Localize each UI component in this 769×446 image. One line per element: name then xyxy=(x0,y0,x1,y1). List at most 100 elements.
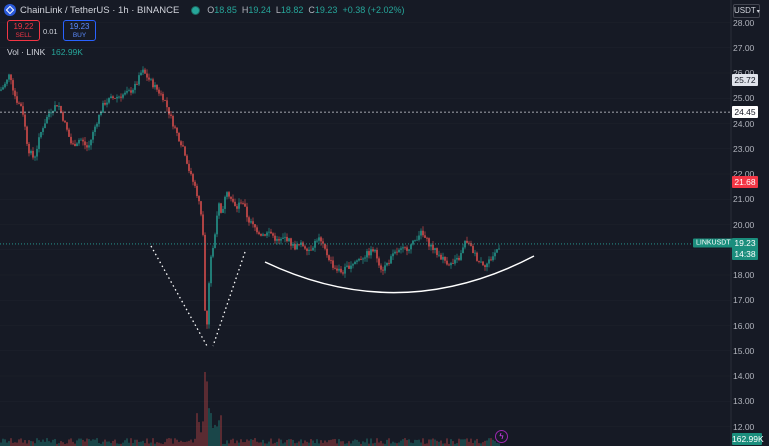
candle-body xyxy=(340,268,342,273)
volume-bar xyxy=(470,438,472,446)
candle-body xyxy=(28,143,30,154)
candle-body xyxy=(160,93,162,95)
volume-bar xyxy=(168,438,170,446)
buy-button[interactable]: 19.23 BUY xyxy=(63,20,96,41)
candle-body xyxy=(388,262,390,264)
candle-body xyxy=(168,107,170,115)
volume-bar xyxy=(36,438,38,446)
candle-body xyxy=(280,238,282,241)
volume-bar xyxy=(460,439,462,446)
volume-bar xyxy=(402,439,404,446)
volume-bar xyxy=(418,439,420,446)
candle-body xyxy=(256,227,258,233)
candle-body xyxy=(162,93,164,101)
price-tick-label: 27.00 xyxy=(733,42,755,53)
candle-body xyxy=(260,233,262,236)
volume-bar xyxy=(440,440,442,446)
volume-bar xyxy=(316,439,318,446)
candle-body xyxy=(444,256,446,261)
volume-bar xyxy=(8,441,10,446)
candle-body xyxy=(236,206,238,209)
volume-bar xyxy=(394,442,396,446)
volume-bar xyxy=(78,438,80,446)
volume-bar xyxy=(356,439,358,446)
volume-bar xyxy=(98,442,100,446)
volume-bar xyxy=(218,420,220,446)
volume-bar xyxy=(96,438,98,446)
volume-bar xyxy=(312,440,314,446)
price-tick-label: 20.00 xyxy=(733,219,755,230)
volume-legend[interactable]: Vol · LINK 162.99K xyxy=(7,47,83,57)
candle-body xyxy=(374,249,376,252)
volume-bar xyxy=(334,438,336,446)
volume-bar xyxy=(196,413,198,446)
volume-bar xyxy=(178,442,180,446)
volume-bar xyxy=(404,438,406,446)
currency-selector[interactable]: USDT▾ xyxy=(733,4,760,18)
volume-bar xyxy=(234,443,236,446)
candle-body xyxy=(24,114,26,127)
lightning-icon[interactable]: ϟ xyxy=(495,430,508,443)
price-tick-label: 24.00 xyxy=(733,118,755,129)
volume-bar xyxy=(128,442,130,446)
sell-button[interactable]: 19.22 SELL xyxy=(7,20,40,41)
candle-body xyxy=(78,139,80,144)
volume-bar xyxy=(48,441,50,446)
volume-bar xyxy=(2,438,4,446)
candle-body xyxy=(176,127,178,133)
candle-body xyxy=(22,106,24,115)
candle-body xyxy=(90,139,92,146)
volume-value: 162.99K xyxy=(51,47,83,57)
volume-bar xyxy=(258,442,260,446)
volume-bar xyxy=(164,442,166,446)
candle-body xyxy=(314,240,316,248)
volume-bar xyxy=(408,439,410,446)
candle-body xyxy=(404,247,406,249)
volume-bar xyxy=(42,439,44,446)
volume-bar xyxy=(296,442,298,446)
candle-body xyxy=(430,244,432,247)
candle-body xyxy=(164,100,166,101)
candle-body xyxy=(2,87,4,90)
candle-body xyxy=(254,224,256,228)
red-level-label: 21.68 xyxy=(732,176,758,189)
candle-body xyxy=(122,94,124,98)
candle-body xyxy=(338,268,340,271)
volume-bar xyxy=(194,438,196,446)
volume-bar xyxy=(222,443,224,446)
candle-body xyxy=(108,98,110,103)
volume-bar xyxy=(360,443,362,446)
volume-bar xyxy=(428,439,430,446)
candle-body xyxy=(410,244,412,250)
candle-body xyxy=(332,260,334,268)
candle-body xyxy=(318,237,320,241)
candle-body xyxy=(480,261,482,263)
candle-body xyxy=(42,128,44,132)
candle-body xyxy=(354,261,356,265)
candle-body xyxy=(242,202,244,204)
volume-bar xyxy=(90,440,92,446)
price-grid xyxy=(0,22,731,427)
volume-bar xyxy=(374,442,376,446)
volume-bar xyxy=(230,439,232,446)
candle-body xyxy=(428,238,430,247)
candle-body xyxy=(414,239,416,241)
candle-body xyxy=(50,112,52,114)
ohlc-readout: O18.85 H19.24 L18.82 C19.23 +0.38 (+2.02… xyxy=(207,5,405,15)
crosshair-price-label: 24.45 xyxy=(732,106,758,119)
candle-body xyxy=(344,266,346,274)
volume-bar xyxy=(16,442,18,446)
candle-body xyxy=(80,139,82,141)
volume-bar xyxy=(84,441,86,446)
volume-bar xyxy=(20,438,22,446)
candle-body xyxy=(172,115,174,127)
volume-bar xyxy=(490,438,492,446)
candle-body xyxy=(174,126,176,128)
candle-body xyxy=(366,251,368,258)
symbol-title[interactable]: ChainLink / TetherUS · 1h · BINANCE xyxy=(20,4,180,16)
volume-bar xyxy=(370,438,372,446)
volume-bar xyxy=(388,438,390,446)
volume-bar xyxy=(62,442,64,446)
volume-bar xyxy=(40,441,42,446)
